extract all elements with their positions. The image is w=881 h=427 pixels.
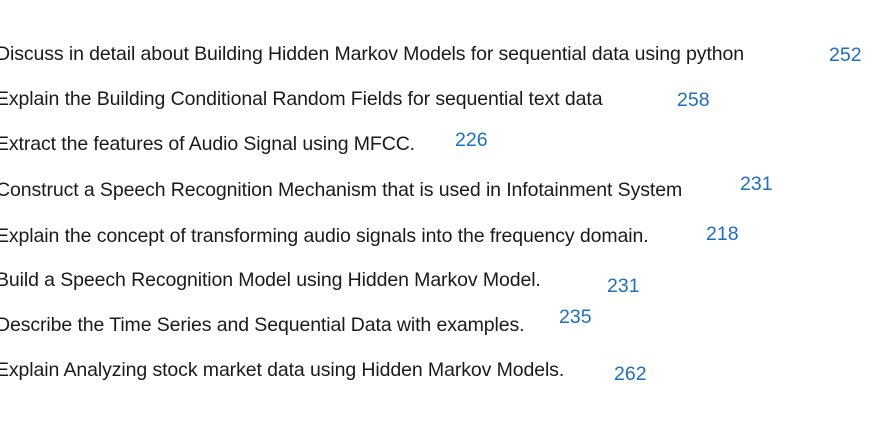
page-reference: 231: [607, 275, 640, 297]
page-reference: 262: [614, 363, 647, 385]
question-text: Explain the Building Conditional Random …: [0, 88, 603, 110]
question-text: Describe the Time Series and Sequential …: [0, 314, 525, 336]
page-reference: 226: [455, 129, 488, 151]
page-reference: 231: [740, 173, 773, 195]
question-text: Discuss in detail about Building Hidden …: [0, 43, 745, 65]
question-text: Extract the features of Audio Signal usi…: [0, 133, 415, 155]
question-text: Construct a Speech Recognition Mechanism…: [0, 179, 683, 201]
question-text: Build a Speech Recognition Model using H…: [0, 269, 541, 291]
page-reference: 252: [829, 44, 862, 66]
page-reference: 258: [677, 89, 710, 111]
page-reference: 235: [559, 306, 592, 328]
question-text: Explain Analyzing stock market data usin…: [0, 359, 565, 381]
question-text: Explain the concept of transforming audi…: [0, 225, 649, 247]
page-reference: 218: [706, 223, 739, 245]
